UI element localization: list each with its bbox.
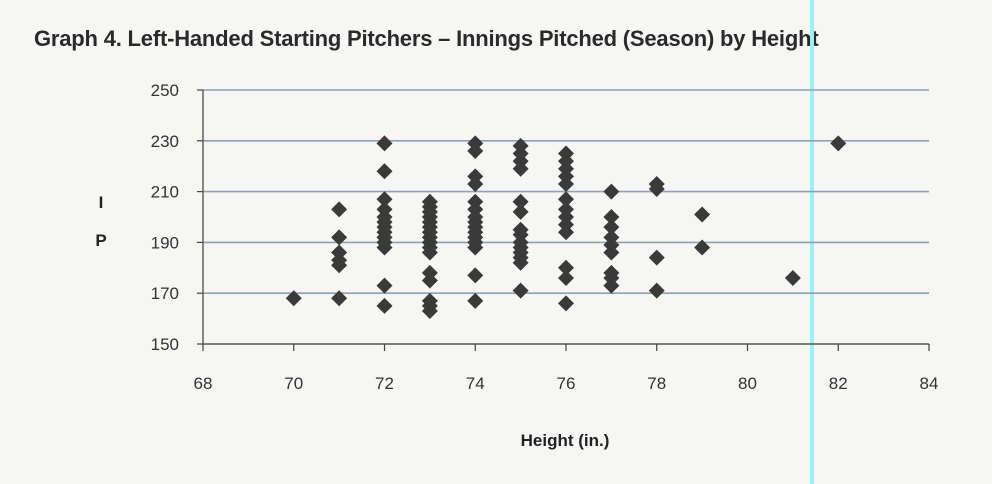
data-point [648,282,665,299]
data-point [603,244,620,261]
data-point [331,201,348,218]
x-tick-label: 72 [375,374,394,393]
data-point [331,257,348,274]
data-point [648,249,665,266]
data-point [467,142,484,159]
data-point [467,175,484,192]
data-point [603,209,620,225]
data-point [830,135,847,152]
data-point [376,297,393,314]
y-tick-label: 250 [151,81,179,100]
data-point [603,277,620,294]
data-point [376,163,393,180]
data-point [512,254,529,271]
data-point [512,193,529,210]
data-point [331,229,348,246]
data-point [467,267,484,284]
data-point [558,191,574,208]
x-tick-label: 80 [738,374,757,393]
data-point [603,219,620,236]
x-tick-label: 68 [194,374,213,393]
data-point [421,244,438,261]
data-point [558,295,574,312]
y-axis-title-part: P [95,231,106,250]
data-point [467,292,484,309]
data-point [376,239,393,256]
data-point [512,160,529,177]
data-point [694,206,711,223]
y-tick-label: 210 [151,183,179,202]
data-point [421,272,438,289]
tick-labels: 150 170 190 210 230 250 68 70 72 74 76 78 80 82 84 [151,81,939,393]
data-point [331,290,348,307]
x-tick-label: 82 [829,374,848,393]
data-point [648,181,665,198]
x-tick-label: 84 [920,374,939,393]
data-point [603,183,620,200]
y-tick-label: 190 [151,233,179,252]
data-point [558,269,574,286]
x-axis-title: Height (in.) [521,431,610,450]
x-tick-label: 76 [557,374,576,393]
x-tick-label: 74 [466,374,485,393]
data-point [512,203,529,220]
chart-title: Graph 4. Left-Handed Starting Pitchers –… [34,26,819,51]
x-tick-label: 70 [284,374,303,393]
x-tick-label: 78 [647,374,666,393]
data-point [558,175,574,192]
data-point [558,259,574,276]
data-point [512,282,529,299]
data-point [694,239,711,256]
data-point [421,302,438,319]
data-point [285,290,302,307]
data-points [285,135,847,319]
data-point [467,239,484,256]
data-point [376,277,393,294]
data-point [558,224,574,241]
axes [197,89,930,351]
data-point [784,269,801,286]
y-tick-label: 170 [151,284,179,303]
y-tick-label: 150 [151,335,179,354]
y-axis-title-part: I [99,193,104,212]
data-point [376,135,393,152]
data-point [376,191,393,208]
y-tick-label: 230 [151,132,179,151]
